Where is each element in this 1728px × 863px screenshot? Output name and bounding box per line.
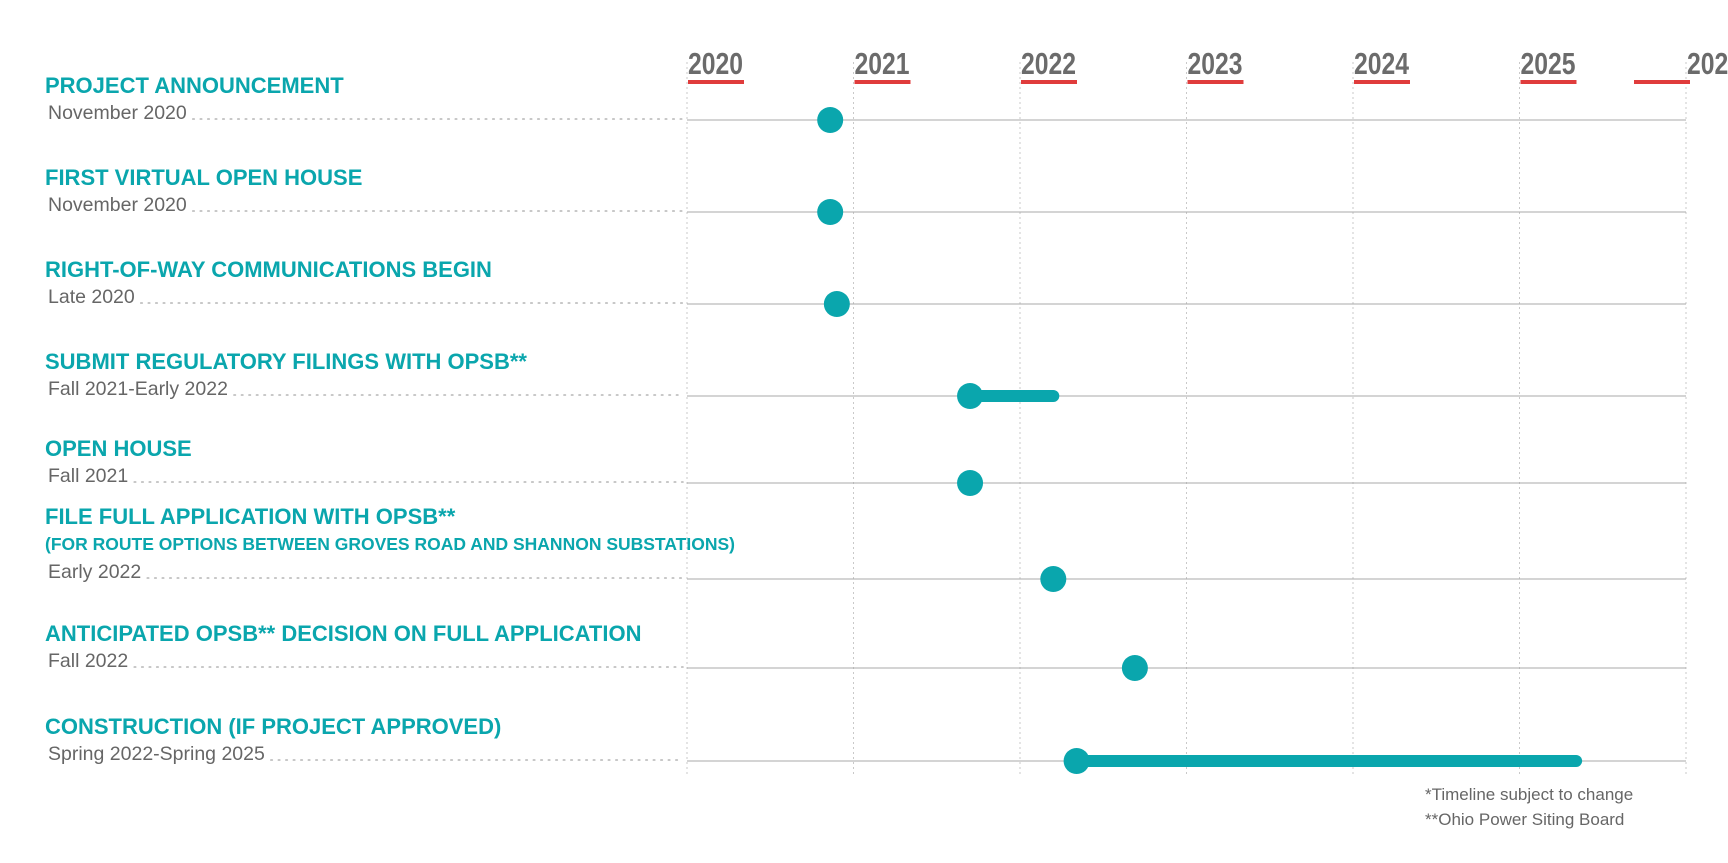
milestone-title: FIRST VIRTUAL OPEN HOUSE xyxy=(45,165,362,190)
milestone-title: CONSTRUCTION (IF PROJECT APPROVED) xyxy=(45,714,501,739)
milestone-dot xyxy=(957,470,984,496)
year-axis: 2020 2021 2022 2023 2024 2025 2026 xyxy=(688,46,1728,84)
milestone-date-label: Fall 2021-Early 2022 xyxy=(48,378,228,400)
milestone-dot xyxy=(1063,748,1090,774)
milestone-row: FILE FULL APPLICATION WITH OPSB** (FOR RO… xyxy=(45,504,1686,592)
footnote-timeline-change: *Timeline subject to change xyxy=(1425,785,1633,804)
milestone-dot xyxy=(1040,566,1067,592)
footnote-opsb-definition: **Ohio Power Siting Board xyxy=(1425,810,1624,829)
footnotes: *Timeline subject to change **Ohio Power… xyxy=(1425,785,1633,829)
milestone-row: SUBMIT REGULATORY FILINGS WITH OPSB** Fal… xyxy=(45,349,1686,409)
milestone-dot xyxy=(957,383,984,409)
milestone-date-label: November 2020 xyxy=(48,102,187,124)
milestone-row: OPEN HOUSE Fall 2021 xyxy=(45,436,1686,496)
milestone-subtitle: (FOR ROUTE OPTIONS BETWEEN GROVES ROAD A… xyxy=(45,534,735,554)
milestone-dot xyxy=(817,199,844,225)
milestone-date-label: Early 2022 xyxy=(48,561,141,583)
milestone-date-label: Fall 2021 xyxy=(48,465,128,487)
year-label: 2026 xyxy=(1687,46,1728,81)
milestone-row: PROJECT ANNOUNCEMENT November 2020 xyxy=(45,73,1686,133)
milestone-title: PROJECT ANNOUNCEMENT xyxy=(45,73,344,98)
year-label: 2021 xyxy=(855,46,910,81)
milestone-dot xyxy=(823,291,850,317)
year-label: 2023 xyxy=(1188,46,1243,81)
milestone-date-label: Late 2020 xyxy=(48,286,135,308)
milestone-title: FILE FULL APPLICATION WITH OPSB** xyxy=(45,504,456,529)
milestone-row: ANTICIPATED OPSB** DECISION ON FULL APPL… xyxy=(45,621,1686,681)
year-label: 2025 xyxy=(1521,46,1576,81)
grid-layer xyxy=(686,62,1687,775)
milestone-date-label: Fall 2022 xyxy=(48,650,128,672)
milestone-row: RIGHT-OF-WAY COMMUNICATIONS BEGIN Late 20… xyxy=(45,257,1686,317)
milestone-title: ANTICIPATED OPSB** DECISION ON FULL APPL… xyxy=(45,621,641,646)
year-label: 2024 xyxy=(1354,46,1410,81)
milestone-title: RIGHT-OF-WAY COMMUNICATIONS BEGIN xyxy=(45,257,492,282)
milestone-dot xyxy=(1121,655,1148,681)
year-label: 2020 xyxy=(688,46,743,81)
milestone-date-label: Spring 2022-Spring 2025 xyxy=(48,743,265,765)
milestone-row: CONSTRUCTION (IF PROJECT APPROVED) Spring… xyxy=(45,714,1686,774)
milestone-row: FIRST VIRTUAL OPEN HOUSE November 2020 xyxy=(45,165,1686,225)
year-label: 2022 xyxy=(1021,46,1076,81)
milestone-title: OPEN HOUSE xyxy=(45,436,192,461)
milestone-date-label: November 2020 xyxy=(48,194,187,216)
milestone-dot xyxy=(817,107,844,133)
milestone-title: SUBMIT REGULATORY FILINGS WITH OPSB** xyxy=(45,349,527,374)
